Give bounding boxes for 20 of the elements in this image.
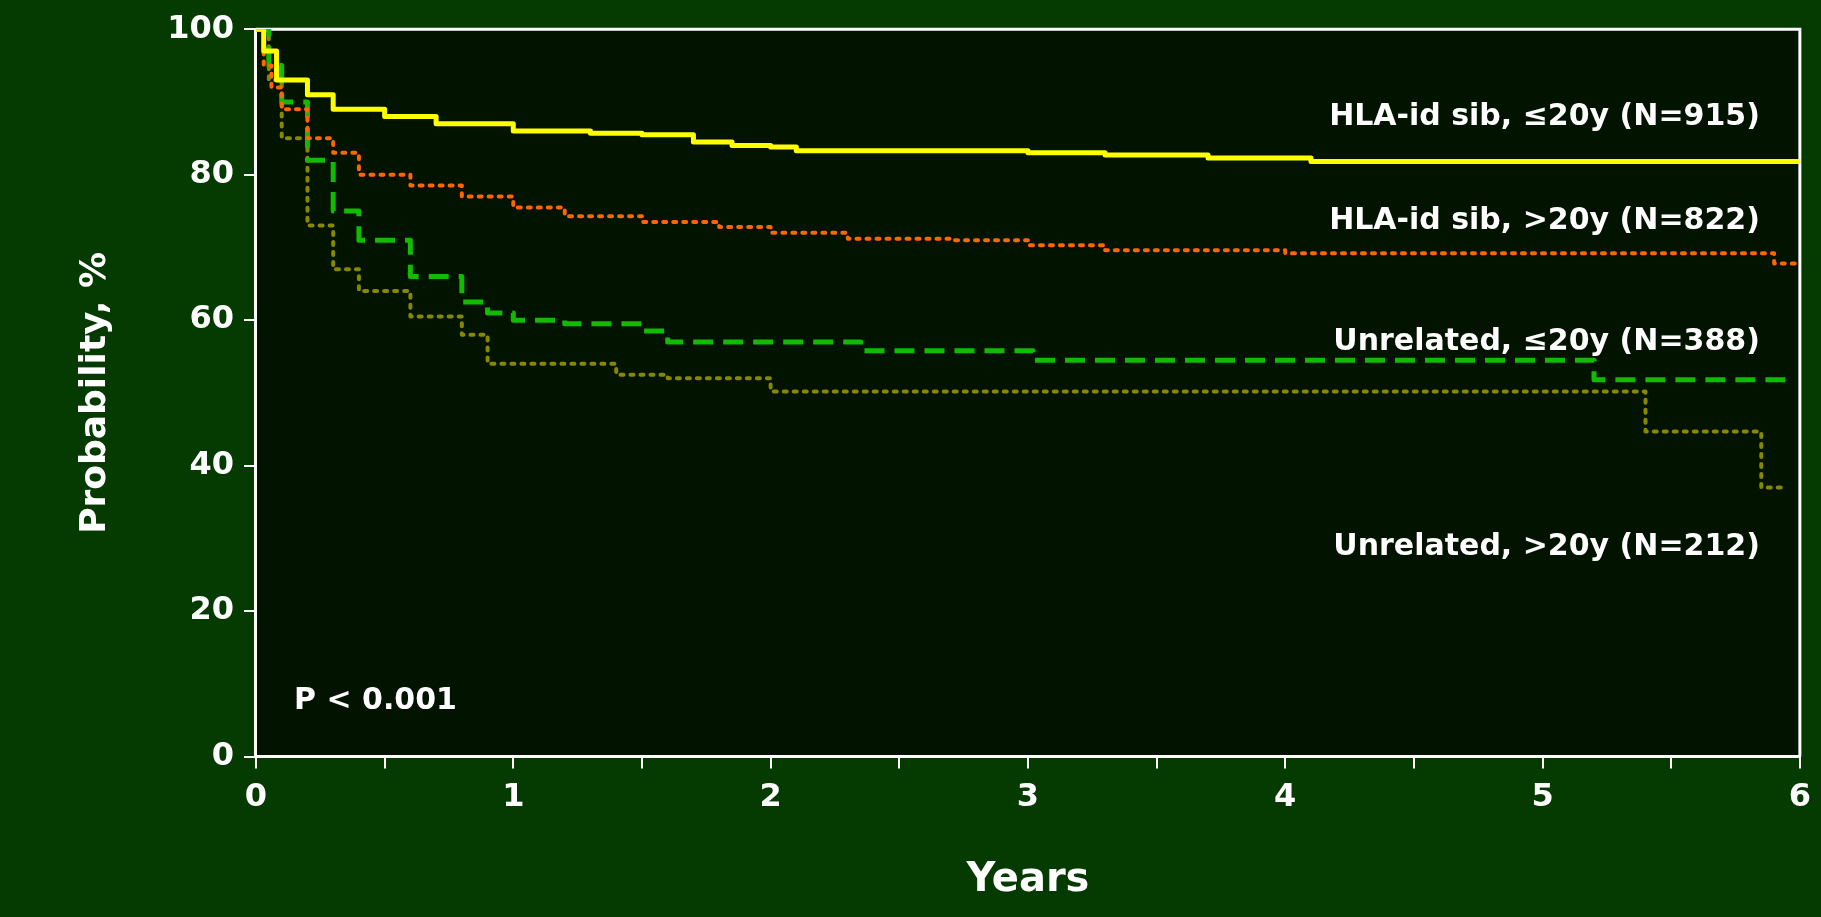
x-tick-label: 0 — [244, 776, 268, 815]
y-tick-label: 60 — [189, 298, 234, 337]
x-tick-label: 4 — [1274, 776, 1297, 815]
y-tick-label: 20 — [189, 589, 234, 628]
x-tick-label: 2 — [759, 776, 782, 815]
y-tick-label: 40 — [189, 443, 234, 482]
y-axis-title: Probability, % — [71, 251, 113, 534]
y-tick-label: 80 — [189, 152, 234, 191]
y-tick-label: 0 — [211, 734, 234, 773]
series-label: Unrelated, >20y (N=212) — [1333, 527, 1760, 563]
series-label: Unrelated, ≤20y (N=388) — [1333, 321, 1760, 357]
series-label: HLA-id sib, ≤20y (N=915) — [1329, 97, 1760, 133]
series-label: HLA-id sib, >20y (N=822) — [1329, 201, 1760, 237]
annotation: P < 0.001 — [294, 681, 457, 717]
x-tick-label: 3 — [1016, 776, 1040, 815]
x-tick-label: 5 — [1531, 776, 1554, 815]
x-axis-title: Years — [965, 854, 1090, 901]
x-tick-label: 6 — [1788, 776, 1811, 815]
y-tick-label: 100 — [167, 7, 234, 46]
x-tick-label: 1 — [502, 776, 525, 815]
